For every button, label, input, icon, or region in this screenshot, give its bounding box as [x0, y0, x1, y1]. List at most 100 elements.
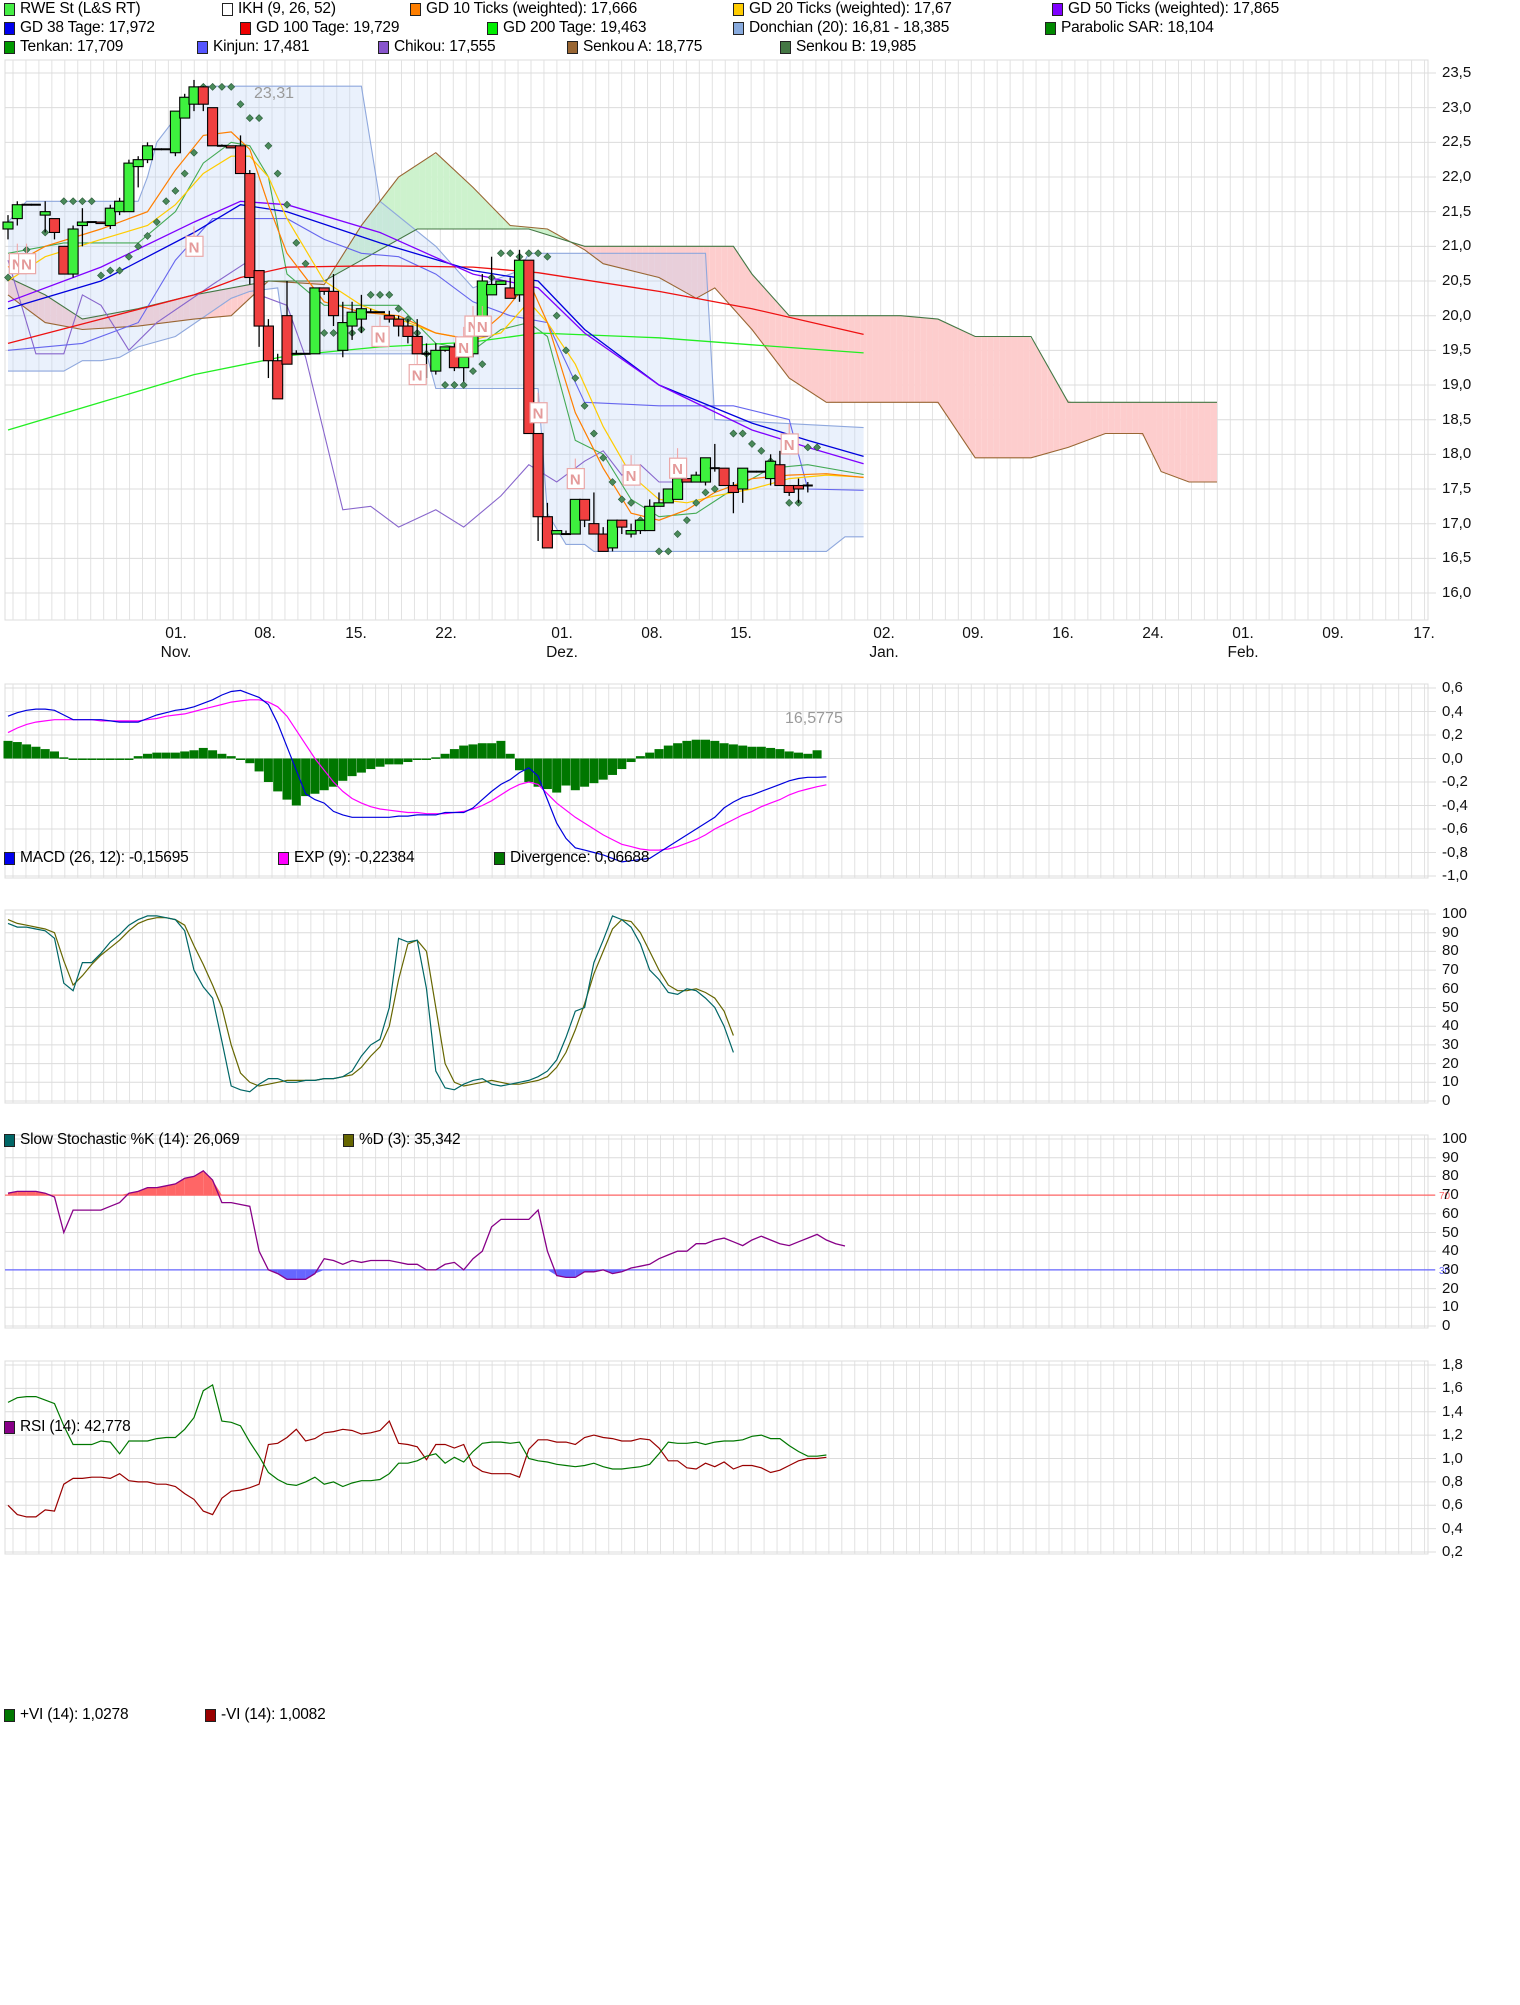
legend-label: +VI (14): 1,0278 [20, 1706, 129, 1723]
legend-item: MACD (26, 12): -0,15695 [4, 849, 189, 867]
date-tick-label: 22. [435, 625, 457, 642]
date-tick-label: 08. [254, 625, 276, 642]
svg-text:N: N [412, 368, 423, 385]
svg-text:N: N [626, 468, 637, 485]
legend-swatch-icon [378, 40, 389, 54]
axis-tick-label: 50 [1442, 998, 1459, 1016]
axis-tick-label: -0,8 [1442, 843, 1468, 861]
legend-label: Donchian (20): 16,81 - 18,385 [749, 19, 950, 36]
legend-label: GD 20 Ticks (weighted): 17,67 [749, 0, 952, 17]
signal-n-icon: N [473, 306, 492, 337]
legend-swatch-icon [1052, 2, 1063, 16]
legend-item: Donchian (20): 16,81 - 18,385 [733, 19, 949, 37]
legend-label: Senkou B: 19,985 [796, 38, 917, 55]
legend-item: GD 10 Ticks (weighted): 17,666 [410, 0, 637, 18]
axis-tick-label: 18,0 [1442, 445, 1472, 463]
legend-item: Tenkan: 17,709 [4, 38, 123, 56]
date-tick-label: 09. [1322, 625, 1344, 642]
axis-tick-label: 40 [1442, 1242, 1459, 1260]
legend-item: GD 20 Ticks (weighted): 17,67 [733, 0, 952, 18]
legend-label: RWE St (L&S RT) [20, 0, 141, 17]
legend-label: IKH (9, 26, 52) [238, 0, 336, 17]
axis-tick-label: 60 [1442, 979, 1459, 997]
signal-n-icon: N [371, 316, 390, 348]
axis-tick-label: 17,0 [1442, 514, 1472, 532]
legend-label: GD 10 Ticks (weighted): 17,666 [426, 0, 638, 17]
legend-swatch-icon [4, 1708, 15, 1722]
date-tick-label: 17. [1413, 625, 1435, 642]
legend-swatch-icon [4, 2, 15, 16]
legend-label: Senkou A: 18,775 [583, 38, 703, 55]
axis-tick-label: 16,0 [1442, 584, 1472, 601]
axis-tick-label: 0,6 [1442, 679, 1463, 696]
signal-n-icon: N [566, 458, 585, 490]
axis-tick-label: 0 [1442, 1317, 1451, 1334]
axis-tick-label: 20 [1442, 1279, 1459, 1297]
axis-tick-label: 40 [1442, 1017, 1459, 1035]
legend-label: Tenkan: 17,709 [20, 38, 124, 55]
low-label: 16,5775 [785, 710, 843, 727]
axis-tick-label: 0,0 [1442, 749, 1463, 767]
svg-text:N: N [21, 257, 32, 274]
axis-tick-label: -1,0 [1442, 867, 1468, 884]
axis-tick-label: 0,2 [1442, 726, 1463, 743]
legend-label: GD 100 Tage: 19,729 [256, 19, 400, 36]
legend-label: Parabolic SAR: 18,104 [1061, 19, 1214, 36]
signal-n-icon: N [455, 326, 474, 358]
axis-tick-label: 1,0 [1442, 1449, 1463, 1467]
axis-tick-label: 10 [1442, 1073, 1459, 1091]
axis-tick-label: 80 [1442, 1167, 1459, 1185]
signal-n-icon: N [668, 448, 688, 479]
axis-tick-label: -0,6 [1442, 820, 1468, 837]
axis-tick-label: 21,0 [1442, 237, 1472, 255]
date-tick-label: 15. [730, 625, 752, 642]
axis-tick-label: 0,2 [1442, 1543, 1463, 1560]
legend-item: GD 200 Tage: 19,463 [487, 19, 646, 37]
date-tick-label: 16. [1052, 625, 1074, 642]
axis-tick-label: 50 [1442, 1223, 1459, 1241]
signal-n-icon: N [529, 392, 548, 424]
legend-swatch-icon [4, 40, 15, 54]
legend-item: Chikou: 17,555 [378, 38, 496, 56]
legend-swatch-icon [494, 851, 505, 865]
legend-swatch-icon [222, 2, 233, 16]
legend-item: +VI (14): 1,0278 [4, 1706, 129, 1724]
legend-swatch-icon [4, 21, 15, 35]
axis-tick-label: 18,5 [1442, 410, 1472, 428]
axis-tick-label: 23,0 [1442, 98, 1472, 116]
legend-swatch-icon [343, 1133, 354, 1147]
axis-tick-label: 30 [1442, 1035, 1459, 1053]
signal-n-icon: N [18, 243, 37, 275]
date-tick-label: 08. [641, 625, 663, 642]
svg-text:N: N [570, 472, 581, 489]
axis-tick-label: 100 [1442, 1130, 1468, 1147]
legend-label: Divergence: 0,06688 [510, 849, 650, 866]
legend-item: Kinjun: 17,481 [197, 38, 310, 56]
axis-tick-label: 10 [1442, 1298, 1459, 1316]
legend-swatch-icon [487, 21, 498, 35]
high-label: 23,31 [254, 85, 295, 102]
date-tick-label: 01. Nov. [160, 625, 192, 661]
legend-item: EXP (9): -0,22384 [278, 849, 415, 867]
legend-swatch-icon [733, 2, 744, 16]
signal-n-icon: N [185, 226, 204, 257]
legend-item: Senkou B: 19,985 [780, 38, 916, 56]
axis-tick-label: 22,5 [1442, 133, 1472, 151]
legend-swatch-icon [1045, 21, 1056, 35]
legend-swatch-icon [4, 1420, 15, 1434]
axis-tick-label: 20,0 [1442, 306, 1472, 324]
axis-tick-label: 70 [1442, 1186, 1459, 1204]
date-tick-label: 09. [962, 625, 984, 642]
svg-text:N: N [468, 319, 479, 336]
legend-label: EXP (9): -0,22384 [294, 849, 415, 866]
legend-label: Kinjun: 17,481 [213, 38, 310, 55]
axis-tick-label: 0 [1442, 1092, 1451, 1109]
legend-label: Slow Stochastic %K (14): 26,069 [20, 1131, 240, 1148]
legend-swatch-icon [567, 40, 578, 54]
axis-tick-label: 70 [1442, 961, 1459, 979]
axis-tick-label: 1,2 [1442, 1426, 1463, 1444]
legend-item: %D (3): 35,342 [343, 1131, 461, 1149]
svg-text:N: N [375, 329, 386, 346]
legend-swatch-icon [240, 21, 251, 35]
axis-tick-label: -0,4 [1442, 796, 1468, 814]
